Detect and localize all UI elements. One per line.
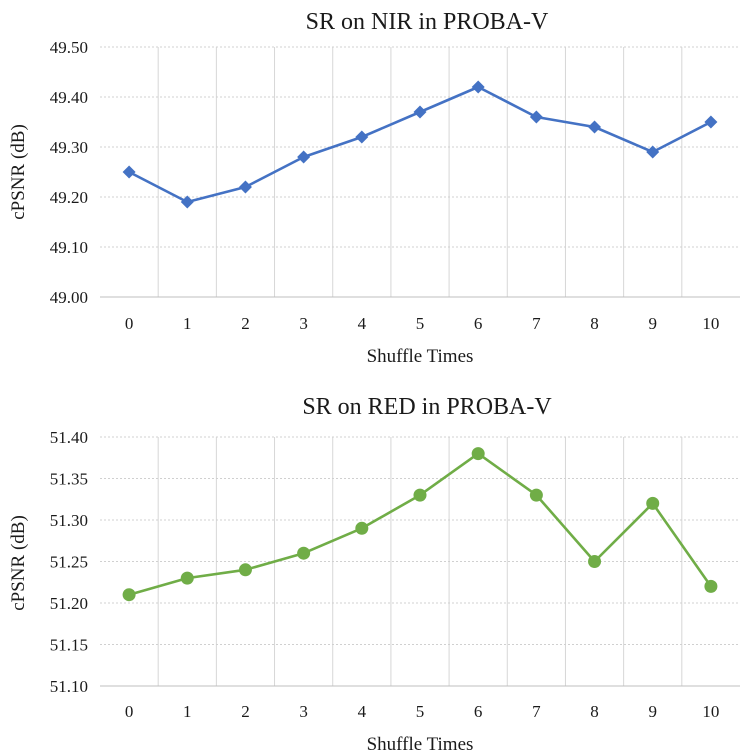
chart-red-ylabel: cPSNR (dB) [8,515,29,611]
red-xtick-label: 3 [299,702,308,721]
nir-xtick-label: 0 [125,314,134,333]
chart-red-xlabel: Shuffle Times [367,734,474,755]
nir-data-point [529,110,543,124]
chart-red-title: SR on RED in PROBA-V [302,394,552,420]
nir-data-point [471,80,485,94]
chart-nir-title: SR on NIR in PROBA-V [306,9,549,35]
nir-ytick-label: 49.20 [50,188,88,207]
chart-nir-xlabel: Shuffle Times [367,346,474,367]
red-xtick-label: 10 [702,702,719,721]
red-data-point [297,546,311,560]
nir-xtick-label: 1 [183,314,192,333]
red-xtick-label: 5 [416,702,425,721]
chart-nir-ylabel: cPSNR (dB) [8,124,29,220]
nir-xtick-label: 6 [474,314,483,333]
red-data-point [529,488,543,502]
red-xtick-label: 2 [241,702,250,721]
red-ytick-label: 51.35 [50,470,88,489]
nir-data-point [413,105,427,119]
nir-data-point [704,115,718,129]
nir-ytick-label: 49.40 [50,88,88,107]
red-data-point [588,555,602,568]
red-xtick-label: 4 [358,702,367,721]
red-ytick-label: 51.10 [50,677,88,696]
red-data-point [704,579,718,593]
nir-data-point [646,145,660,159]
nir-data-point [297,150,311,164]
nir-xtick-label: 10 [702,314,719,333]
red-data-point [122,588,136,602]
red-ytick-label: 51.20 [50,594,88,613]
nir-data-point [180,195,194,209]
red-data-point [355,521,369,535]
nir-data-point [122,165,136,179]
red-xtick-label: 9 [648,702,657,721]
red-ytick-label: 51.15 [50,636,88,655]
nir-xtick-label: 2 [241,314,250,333]
red-data-point [238,563,252,577]
nir-ytick-label: 49.00 [50,288,88,307]
red-xtick-label: 0 [125,702,134,721]
red-xtick-label: 7 [532,702,541,721]
red-data-point [180,571,194,585]
red-xtick-label: 6 [474,702,483,721]
red-xtick-label: 1 [183,702,192,721]
chart-red-plot: 51.10 51.15 51.20 51.25 51.30 51.35 51.40 0 1 2 3 4… [50,428,740,721]
nir-data-point [588,120,602,134]
red-data-point [471,447,485,461]
red-ytick-label: 51.40 [50,428,88,447]
nir-xtick-label: 8 [590,314,599,333]
nir-xtick-label: 3 [299,314,308,333]
nir-data-point [355,130,369,144]
chart-nir: SR on NIR in PROBA-V cPSNR (dB) Shuffle … [8,9,740,367]
red-data-point [646,496,660,510]
red-ytick-label: 51.30 [50,511,88,530]
nir-ytick-label: 49.50 [50,38,88,57]
nir-data-point [238,180,252,194]
nir-ytick-label: 49.30 [50,138,88,157]
red-xtick-label: 8 [590,702,599,721]
red-ytick-label: 51.25 [50,553,88,572]
chart-nir-plot: 49.00 49.10 49.20 49.30 49.40 49.50 0 1 2 3 4 5 6 7 8 9… [50,38,740,333]
nir-xtick-label: 4 [358,314,367,333]
nir-ytick-label: 49.10 [50,238,88,257]
nir-xtick-label: 5 [416,314,425,333]
red-data-point [413,488,427,502]
nir-xtick-label: 9 [648,314,657,333]
chart-red: SR on RED in PROBA-V cPSNR (dB) Shuffle … [8,394,740,755]
nir-xtick-label: 7 [532,314,541,333]
